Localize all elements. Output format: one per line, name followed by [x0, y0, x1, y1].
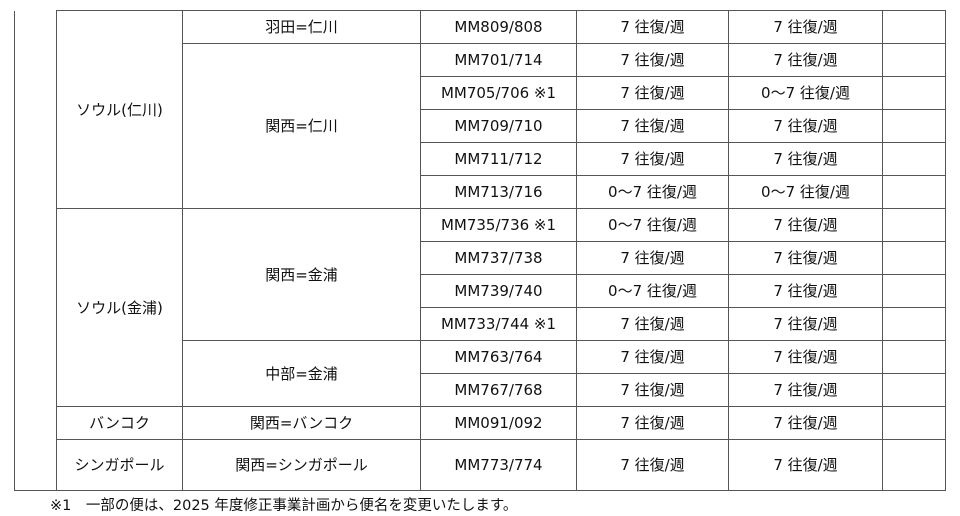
note-cell [882, 274, 946, 308]
destination-cell: シンガポール [56, 439, 183, 491]
table-row: MM705/706 ※1 7 往復/週 0～7 往復/週 [15, 76, 946, 110]
revised-frequency-cell: 7 往復/週 [728, 373, 883, 407]
table-row: ソウル(仁川) 羽田=仁川 MM809/808 7 往復/週 7 往復/週 [14, 10, 946, 491]
flight-number-cell: MM737/738 [420, 241, 577, 275]
revised-frequency-cell: 7 往復/週 [728, 307, 883, 341]
current-frequency-cell: 7 往復/週 [576, 10, 729, 44]
destination-cell: ソウル(仁川) [56, 10, 183, 209]
category-cell [14, 10, 57, 491]
note-cell [882, 76, 946, 110]
flight-number-cell: MM713/716 [420, 175, 577, 209]
note-cell [882, 307, 946, 341]
current-frequency-cell: 7 往復/週 [576, 76, 729, 110]
current-frequency-cell: 7 往復/週 [576, 43, 729, 77]
route-cell: 中部=金浦 [182, 340, 421, 407]
flight-schedule-table: ソウル(仁川) 羽田=仁川 MM809/808 7 往復/週 7 往復/週 関西=仁川 MM… [14, 10, 946, 491]
note-cell [882, 373, 946, 407]
current-frequency-cell: 7 往復/週 [576, 340, 729, 374]
flight-number-cell: MM701/714 [420, 43, 577, 77]
route-cell: 関西=バンコク [182, 406, 421, 440]
note-cell [882, 208, 946, 242]
revised-frequency-cell: 7 往復/週 [728, 274, 883, 308]
note-cell [882, 406, 946, 440]
revised-frequency-cell: 7 往復/週 [728, 10, 883, 44]
note-cell [882, 10, 946, 44]
table-row: ソウル(金浦) 関西=金浦 MM735/736 ※1 0～7 往復/週 7 往復/週 [15, 208, 946, 407]
flight-number-cell: MM809/808 [420, 10, 577, 44]
revised-frequency-cell: 7 往復/週 [728, 439, 883, 491]
current-frequency-cell: 7 往復/週 [576, 307, 729, 341]
table-row: バンコク 関西=バンコク MM091/092 7 往復/週 7 往復/週 [15, 406, 946, 440]
destination-cell: ソウル(金浦) [56, 208, 183, 407]
flight-number-cell: MM091/092 [420, 406, 577, 440]
revised-frequency-cell: 7 往復/週 [728, 406, 883, 440]
current-frequency-cell: 7 往復/週 [576, 241, 729, 275]
revised-frequency-cell: 7 往復/週 [728, 241, 883, 275]
current-frequency-cell: 7 往復/週 [576, 373, 729, 407]
table-row: MM711/712 7 往復/週 7 往復/週 [15, 142, 946, 176]
current-frequency-cell: 7 往復/週 [576, 109, 729, 143]
flight-number-cell: MM705/706 ※1 [420, 76, 577, 110]
table-row: MM713/716 0～7 往復/週 0～7 往復/週 [15, 175, 946, 209]
flight-number-cell: MM739/740 [420, 274, 577, 308]
current-frequency-cell: 7 往復/週 [576, 406, 729, 440]
current-frequency-cell: 0～7 往復/週 [576, 175, 729, 209]
table-row: シンガポール 関西=シンガポール MM773/774 7 往復/週 7 往復/週 [15, 439, 946, 491]
route-cell: 関西=仁川 [182, 43, 421, 209]
table-row: 関西=仁川 MM701/714 7 往復/週 7 往復/週 [15, 43, 946, 209]
current-frequency-cell: 7 往復/週 [576, 142, 729, 176]
revised-frequency-cell: 0～7 往復/週 [728, 76, 883, 110]
flight-number-cell: MM711/712 [420, 142, 577, 176]
current-frequency-cell: 7 往復/週 [576, 439, 729, 491]
note-cell [882, 43, 946, 77]
note-cell [882, 340, 946, 374]
flight-number-cell: MM733/744 ※1 [420, 307, 577, 341]
flight-number-cell: MM735/736 ※1 [420, 208, 577, 242]
table-row: MM737/738 7 往復/週 7 往復/週 [15, 241, 946, 275]
note-cell [882, 109, 946, 143]
flight-number-cell: MM767/768 [420, 373, 577, 407]
route-cell: 羽田=仁川 [182, 10, 421, 44]
revised-frequency-cell: 7 往復/週 [728, 43, 883, 77]
route-cell: 関西=シンガポール [182, 439, 421, 491]
current-frequency-cell: 0～7 往復/週 [576, 274, 729, 308]
table-row: MM767/768 7 往復/週 7 往復/週 [15, 373, 946, 407]
flight-number-cell: MM773/774 [420, 439, 577, 491]
revised-frequency-cell: 0～7 往復/週 [728, 175, 883, 209]
footnote: ※1 一部の便は、2025 年度修正事業計画から便名を変更いたします。 [50, 498, 518, 514]
table-row: MM709/710 7 往復/週 7 往復/週 [15, 109, 946, 143]
route-cell: 関西=金浦 [182, 208, 421, 341]
flight-number-cell: MM709/710 [420, 109, 577, 143]
revised-frequency-cell: 7 往復/週 [728, 340, 883, 374]
current-frequency-cell: 0～7 往復/週 [576, 208, 729, 242]
note-cell [882, 175, 946, 209]
destination-cell: バンコク [56, 406, 183, 440]
revised-frequency-cell: 7 往復/週 [728, 208, 883, 242]
flight-number-cell: MM763/764 [420, 340, 577, 374]
note-cell [882, 241, 946, 275]
note-cell [882, 142, 946, 176]
revised-frequency-cell: 7 往復/週 [728, 142, 883, 176]
note-cell [882, 439, 946, 491]
revised-frequency-cell: 7 往復/週 [728, 109, 883, 143]
